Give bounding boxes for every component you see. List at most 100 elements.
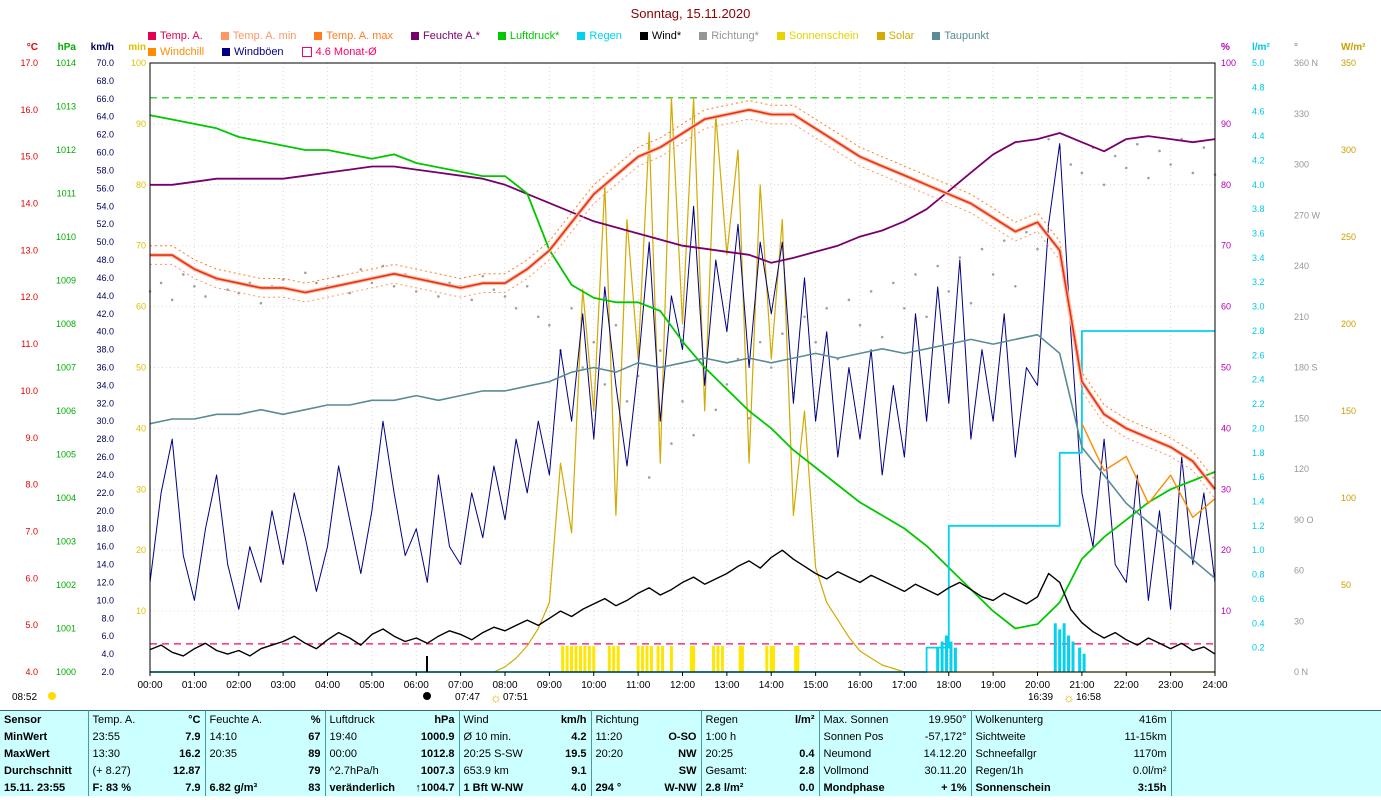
stats-cell: Feuchte A. — [209, 713, 263, 726]
svg-text:270 W: 270 W — [1294, 210, 1321, 220]
legend-label: Temp. A. — [160, 30, 203, 42]
svg-text:0 N: 0 N — [1294, 667, 1308, 677]
stats-cell — [1171, 779, 1381, 796]
svg-text:24:00: 24:00 — [1202, 680, 1227, 691]
legend-item-taupunkt: Taupunkt — [932, 30, 989, 42]
svg-text:2.2: 2.2 — [1252, 399, 1265, 409]
stats-cell: 19.950° — [901, 710, 972, 728]
svg-text:250: 250 — [1341, 232, 1356, 242]
svg-text:1.6: 1.6 — [1252, 472, 1265, 482]
svg-text:66.0: 66.0 — [96, 94, 114, 104]
svg-text:l/m²: l/m² — [1252, 42, 1270, 53]
svg-text:07:51: 07:51 — [503, 692, 528, 703]
svg-text:2.4: 2.4 — [1252, 375, 1265, 385]
svg-text:2.0: 2.0 — [101, 667, 114, 677]
stats-cell: 1007.3 — [403, 762, 460, 779]
svg-text:06:00: 06:00 — [404, 680, 429, 691]
legend-item-luftdruck: Luftdruck* — [497, 30, 559, 42]
svg-text:58.0: 58.0 — [96, 166, 114, 176]
svg-text:10.0: 10.0 — [96, 595, 114, 605]
svg-text:2.0: 2.0 — [1252, 423, 1265, 433]
gridlines — [149, 63, 1216, 672]
stats-cell: Richtung — [595, 713, 639, 726]
stats-row-2: MaxWert 13:30 16.2 20:35 89 00:00 1012.8 20:25 … — [0, 745, 1381, 762]
stats-cell: -57,172° — [901, 728, 972, 745]
x-axis: 00:00 01:00 02:00 03:00 04:00 05:00 06:00 07:00… — [137, 672, 1228, 691]
stats-row-4: 15.11. 23:55 F: 83 % 7.9 6.82 g/m³ 83 verände… — [0, 779, 1381, 796]
svg-text:11:00: 11:00 — [626, 680, 651, 691]
legend-item-feuchte: Feuchte A.* — [411, 30, 480, 42]
svg-text:16.0: 16.0 — [96, 542, 114, 552]
svg-text:4.0: 4.0 — [25, 667, 38, 677]
svg-text:5.0: 5.0 — [1252, 58, 1265, 68]
stats-cell: 23:55 — [92, 730, 121, 743]
svg-text:20: 20 — [1221, 545, 1231, 555]
stats-cell: Temp. A. — [92, 713, 136, 726]
svg-text:14.0: 14.0 — [96, 560, 114, 570]
stats-cell — [649, 710, 702, 728]
stats-cell: 0.0l/m² — [1071, 762, 1172, 779]
stats-cell: Sonnen Pos — [823, 730, 884, 743]
svg-text:6.0: 6.0 — [101, 631, 114, 641]
svg-text:11.0: 11.0 — [21, 339, 38, 349]
svg-text:48.0: 48.0 — [96, 255, 114, 265]
svg-text:☼: ☼ — [1063, 690, 1075, 705]
series-richtung — [148, 137, 1217, 479]
svg-text:68.0: 68.0 — [96, 76, 114, 86]
series-windchill — [1081, 423, 1216, 519]
svg-text:05:00: 05:00 — [359, 680, 384, 691]
svg-text:1001: 1001 — [56, 624, 76, 634]
stats-cell: 14:10 — [209, 730, 238, 743]
svg-text:56.0: 56.0 — [96, 183, 114, 193]
stats-cell: 30.11.20 — [901, 762, 972, 779]
stats-cell: % — [271, 710, 326, 728]
svg-text:1.2: 1.2 — [1252, 521, 1265, 531]
svg-text:50: 50 — [136, 363, 146, 373]
series-feuchte — [150, 132, 1216, 264]
weather-chart: °C 17.0 16.0 15.0 14.0 13.0 12.0 11.0 10.0 9.0 8.0… — [12, 42, 1366, 705]
stats-cell: 19.5 — [539, 745, 592, 762]
stats-cell: Wind — [463, 713, 489, 726]
stats-cell: Durchschnitt — [0, 762, 89, 779]
sun-moon-annotations: 08:52 07:47 ☼ 07:51 16:39 ☼ 16:58 — [12, 656, 1101, 705]
svg-text:2.8: 2.8 — [1252, 326, 1265, 336]
stats-cell: Schneefallgr — [975, 747, 1037, 760]
svg-text:09:00: 09:00 — [537, 680, 562, 691]
series-temp-min — [150, 118, 1216, 500]
svg-text:80: 80 — [1221, 180, 1231, 190]
series-regen — [150, 330, 1215, 673]
svg-text:36.0: 36.0 — [96, 363, 114, 373]
svg-text:28.0: 28.0 — [96, 434, 114, 444]
legend-item-sonnenschein: Sonnenschein — [776, 30, 859, 42]
axis-deg: ° 360 N 330 300 270 W 240 210 180 S 150 120 90 O 60… — [1294, 42, 1321, 677]
svg-text:44.0: 44.0 — [96, 291, 114, 301]
stats-cell: 2.8 l/m² — [705, 781, 744, 794]
legend-item-wind: Wind* — [639, 30, 682, 42]
svg-text:150: 150 — [1294, 413, 1309, 423]
svg-text:°C: °C — [27, 42, 38, 53]
svg-text:10: 10 — [1221, 606, 1231, 616]
svg-text:32.0: 32.0 — [96, 398, 114, 408]
svg-text:46.0: 46.0 — [96, 273, 114, 283]
stats-cell: (+ 8.27) — [92, 764, 131, 777]
svg-text:16:58: 16:58 — [1076, 692, 1101, 703]
stats-cell: 16.2 — [148, 745, 206, 762]
svg-text:1003: 1003 — [56, 537, 76, 547]
temp-min-swatch-icon — [220, 32, 229, 40]
svg-text:1006: 1006 — [56, 406, 76, 416]
svg-text:22:00: 22:00 — [1114, 680, 1139, 691]
stats-cell: 653.9 km — [463, 764, 509, 777]
svg-text:70: 70 — [136, 241, 146, 251]
svg-text:0.8: 0.8 — [1252, 570, 1265, 580]
svg-text:6.0: 6.0 — [25, 573, 38, 583]
legend-label: Wind* — [651, 30, 682, 42]
stats-cell: 00:00 — [329, 747, 358, 760]
stats-cell: SW — [649, 762, 702, 779]
svg-text:30: 30 — [136, 484, 146, 494]
svg-text:50: 50 — [1221, 363, 1231, 373]
svg-text:22.0: 22.0 — [96, 488, 114, 498]
stats-cell: Vollmond — [823, 764, 869, 777]
svg-text:210: 210 — [1294, 312, 1309, 322]
series-wind — [149, 549, 1216, 657]
svg-text:19:00: 19:00 — [981, 680, 1006, 691]
